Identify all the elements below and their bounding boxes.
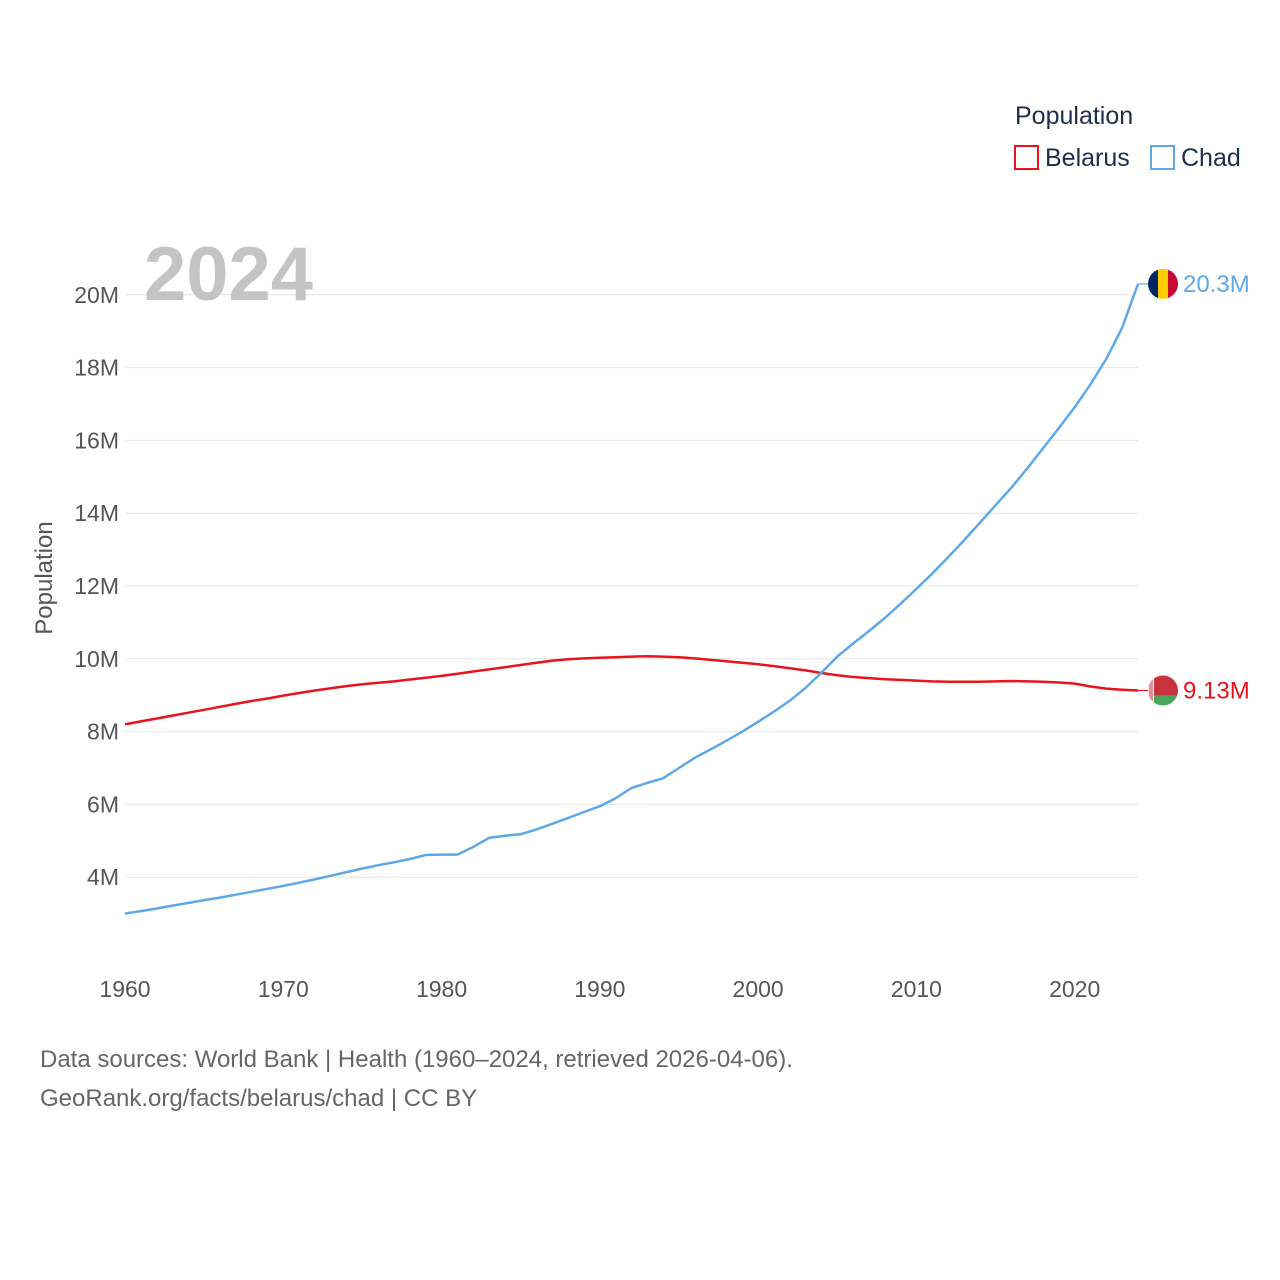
legend-swatch-belarus [1014,145,1039,170]
chad-flag-icon [1148,268,1178,299]
year-label: 2024 [144,232,313,317]
legend-item-belarus[interactable]: Belarus [1014,144,1130,172]
legend-label-chad: Chad [1181,144,1241,172]
y-tick-label: 8M [87,719,119,745]
belarus-flag-icon [1148,675,1178,706]
legend-swatch-chad [1150,145,1175,170]
source-line: Data sources: World Bank | Health (1960–… [40,1046,793,1073]
y-tick-label: 6M [87,791,119,817]
attribution-line: GeoRank.org/facts/belarus/chad | CC BY [40,1085,478,1112]
end-label-belarus: 9.13M [1183,677,1250,704]
legend-label-belarus: Belarus [1045,144,1130,172]
legend-title: Population [1015,102,1133,130]
y-axis-label: Population [31,521,58,634]
x-tick-label: 2000 [733,976,784,1002]
y-tick-label: 12M [74,573,119,599]
legend-item-chad[interactable]: Chad [1150,144,1241,172]
x-tick-label: 1960 [99,976,150,1002]
end-label-chad: 20.3M [1183,271,1250,298]
y-tick-label: 16M [74,427,119,453]
x-tick-label: 2020 [1049,976,1100,1002]
x-tick-label: 1970 [258,976,309,1002]
y-tick-label: 18M [74,355,119,381]
y-tick-label: 20M [74,282,119,308]
series-line-chad[interactable] [124,283,1140,915]
x-tick-label: 2010 [891,976,942,1002]
series-line-belarus[interactable] [124,655,1139,726]
y-tick-label: 14M [74,500,119,526]
y-tick-label: 4M [87,864,119,890]
x-tick-label: 1980 [416,976,467,1002]
y-tick-label: 10M [74,646,119,672]
x-tick-label: 1990 [574,976,625,1002]
